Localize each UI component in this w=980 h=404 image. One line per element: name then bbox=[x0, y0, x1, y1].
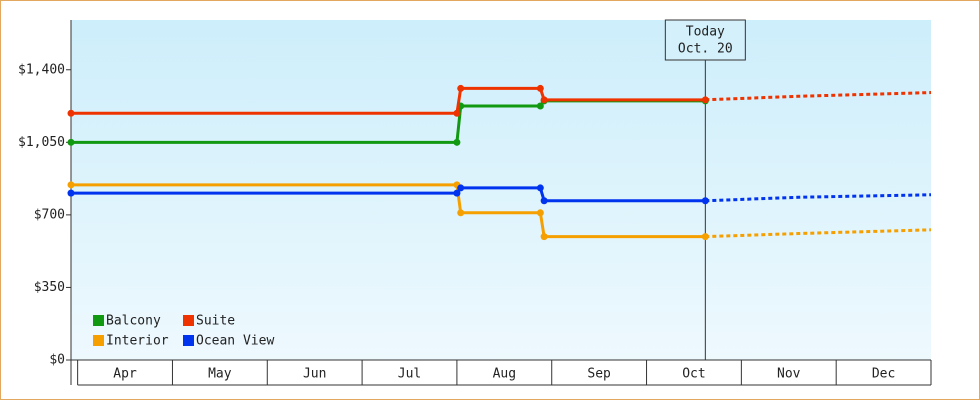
y-tick-label: $1,050 bbox=[18, 135, 65, 150]
x-tick-label: Aug bbox=[493, 367, 516, 382]
series-line bbox=[71, 186, 706, 203]
x-tick-label: Jul bbox=[398, 367, 421, 382]
x-tick-label: Jun bbox=[303, 367, 326, 382]
legend-label: Interior bbox=[106, 334, 169, 349]
y-tick-label: $1,400 bbox=[18, 62, 65, 77]
point bbox=[67, 189, 75, 197]
point bbox=[536, 102, 544, 110]
point bbox=[540, 96, 548, 104]
point bbox=[536, 184, 544, 192]
x-tick-label: Dec bbox=[872, 367, 895, 382]
projection-line bbox=[705, 193, 932, 203]
point bbox=[67, 109, 75, 117]
legend-swatch bbox=[93, 315, 104, 326]
point bbox=[536, 84, 544, 92]
x-tick-label: May bbox=[208, 367, 232, 382]
point bbox=[453, 138, 461, 146]
point bbox=[540, 233, 548, 241]
x-tick-label: Nov bbox=[777, 367, 801, 382]
legend-swatch bbox=[93, 335, 104, 346]
point bbox=[701, 197, 709, 205]
point bbox=[701, 233, 709, 241]
legend-swatch bbox=[183, 335, 194, 346]
point bbox=[540, 197, 548, 205]
point bbox=[701, 96, 709, 104]
point bbox=[457, 84, 465, 92]
point bbox=[536, 209, 544, 217]
y-tick-label: $700 bbox=[34, 207, 65, 222]
y-tick-label: $0 bbox=[49, 353, 65, 368]
x-tick-label: Oct bbox=[682, 367, 705, 382]
legend-label: Balcony bbox=[106, 314, 161, 329]
today-box bbox=[664, 19, 746, 61]
point bbox=[457, 209, 465, 217]
y-tick-label: $350 bbox=[34, 280, 65, 295]
today-label: Today bbox=[686, 25, 725, 40]
x-tick-label: Sep bbox=[587, 367, 611, 382]
point bbox=[453, 189, 461, 197]
series-line bbox=[71, 183, 706, 239]
legend-label: Suite bbox=[196, 314, 235, 329]
projection-line bbox=[705, 91, 932, 102]
x-tick-label: Apr bbox=[113, 367, 137, 382]
projection-line bbox=[705, 228, 932, 239]
point bbox=[67, 181, 75, 189]
legend-swatch bbox=[183, 315, 194, 326]
legend-label: Ocean View bbox=[196, 334, 274, 349]
point bbox=[67, 138, 75, 146]
series-line bbox=[71, 86, 706, 115]
today-label: Oct. 20 bbox=[678, 42, 733, 57]
plot-area bbox=[71, 20, 931, 360]
point bbox=[457, 184, 465, 192]
point bbox=[453, 109, 461, 117]
